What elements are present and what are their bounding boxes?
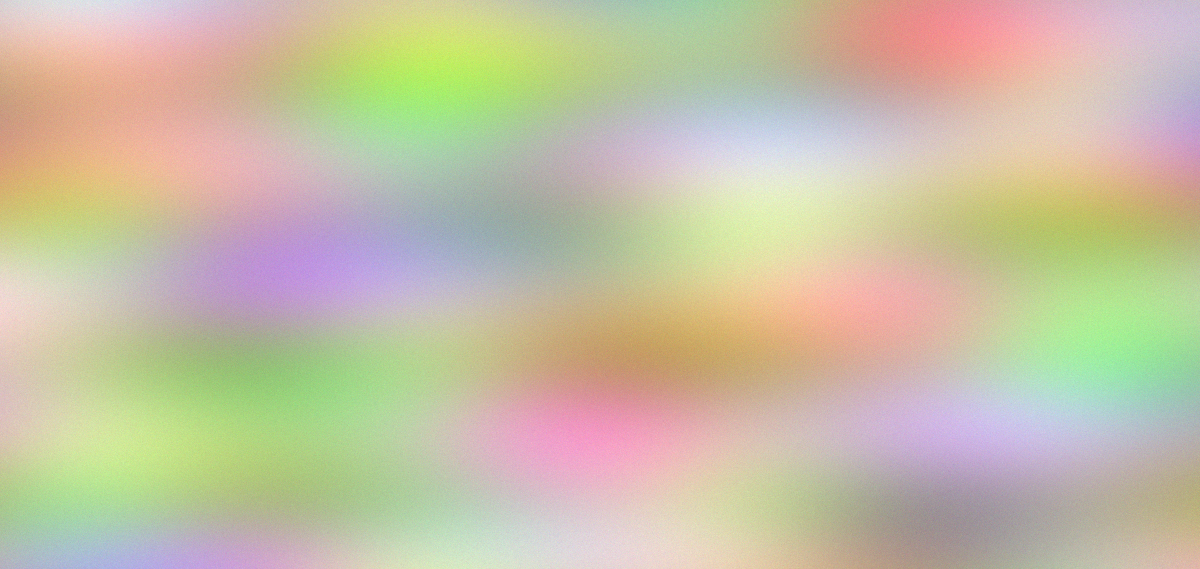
Text: b)  Using graphical method, determine the composition of the vapor and liquid pr: b) Using graphical method, determine the…	[26, 237, 868, 255]
Text: show on the Figure Q2.1.: show on the Figure Q2.1.	[26, 284, 299, 302]
Text: Vapor-liquid equilibrium data for acetone-water system at 1 atm in Fig. Q2.1 and: Vapor-liquid equilibrium data for aceton…	[26, 487, 902, 505]
Text: is vaporized.: is vaporized.	[26, 130, 168, 149]
Text: e)  Calculate the percentage recovery of acetone.: e) Calculate the percentage recovery of …	[26, 430, 481, 448]
Text: c)  Determine the flow rates of vapor and liquids products.: c) Determine the flow rates of vapor and…	[26, 335, 564, 353]
Text: 2)  A 100 k-mole/h liquid mixture containing 60 mole% acetone and 40 mole% water: 2) A 100 k-mole/h liquid mixture contain…	[26, 34, 883, 52]
Text: to be separated by flash distillation under atmospheric pressure, such that 30 m: to be separated by flash distillation un…	[26, 82, 922, 100]
Text: d)  What is the flash temperature?: d) What is the flash temperature?	[26, 382, 346, 401]
Text: a)  Draw the block diagram of flash system and label the streams.: a) Draw the block diagram of flash syste…	[26, 185, 628, 204]
Text: acetone-water system at 1 atm in Fig. Q2.2 are given below:: acetone-water system at 1 atm in Fig. Q2…	[26, 534, 568, 552]
